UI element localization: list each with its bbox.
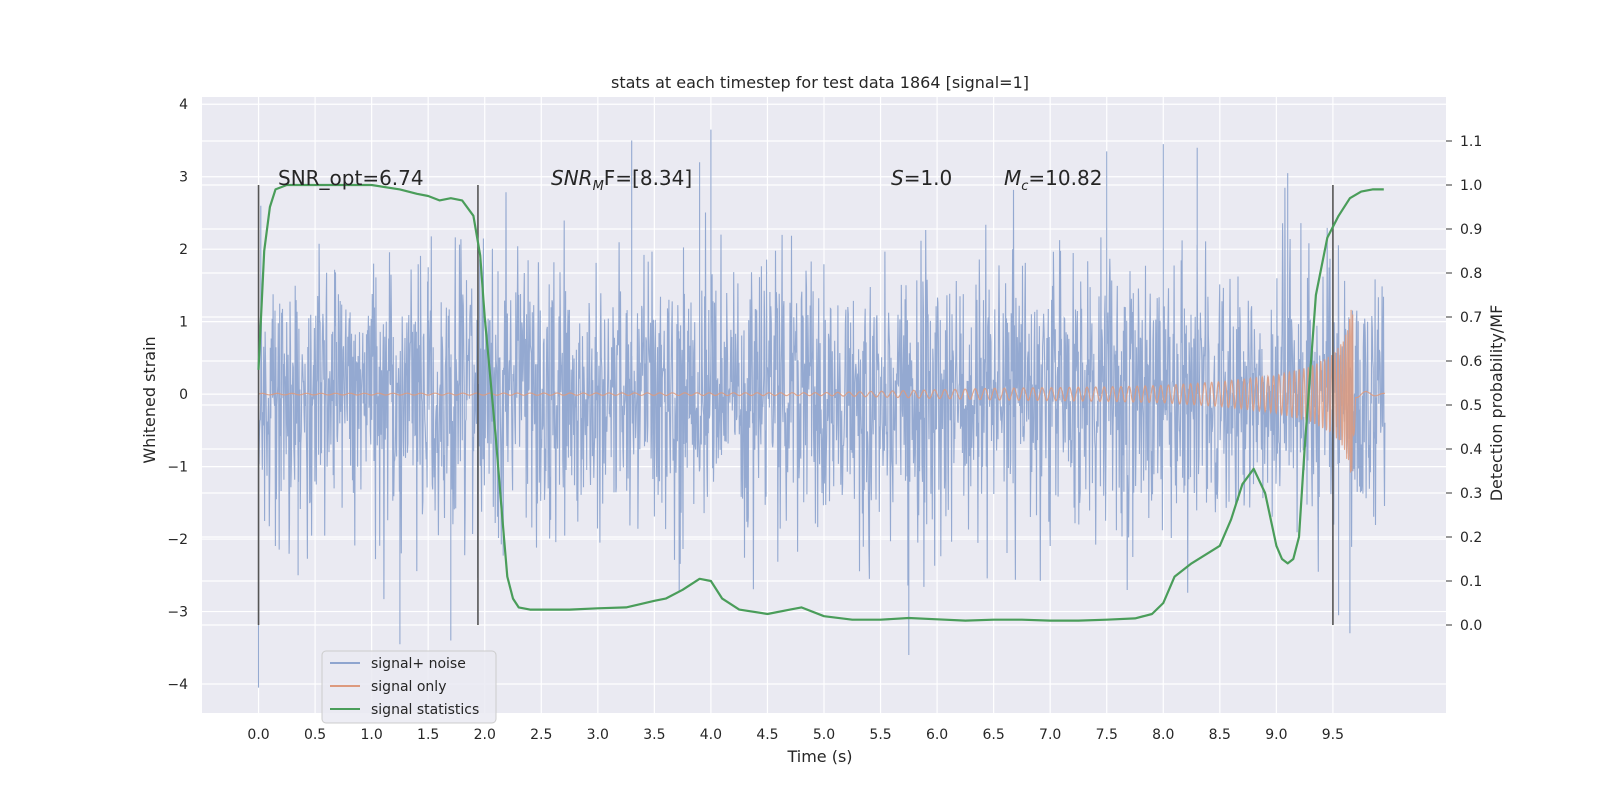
x-tick-label: 9.0	[1265, 727, 1287, 743]
x-tick-label: 4.0	[700, 727, 722, 743]
tick-labels: 0.0 0.5 1.0 1.5 2.0 2.5 3.0 3.5 4.0 4.5 5.0 5.5 6.0 6…	[167, 97, 1482, 743]
y-tick-label: −3	[167, 605, 188, 621]
x-tick-label: 5.0	[813, 727, 835, 743]
y-right-tick-label: 0.8	[1460, 266, 1482, 282]
y-tick-label: −1	[167, 460, 188, 476]
y-right-tick-label: 0.7	[1460, 310, 1482, 326]
annotation-snr-mf-main: SNR	[551, 166, 593, 190]
legend: signal+ noise signal only signal statist…	[321, 650, 497, 724]
x-tick-label: 1.5	[417, 727, 439, 743]
y-right-tick-label: 0.2	[1460, 530, 1482, 546]
y-right-tick-label: 0.9	[1460, 222, 1482, 238]
legend-entry-signal: signal only	[371, 679, 446, 695]
y-tick-label: 1	[179, 315, 188, 331]
annotation-s: S=1.0	[891, 166, 952, 190]
annotation-snr-mf-sub: M	[593, 179, 604, 194]
y-tick-label: 3	[179, 170, 188, 186]
annotation-s-rest: =1.0	[904, 166, 953, 190]
legend-box	[321, 650, 497, 724]
legend-entry-stats: signal statistics	[371, 702, 479, 718]
y-right-tick-label: 1.1	[1460, 134, 1482, 150]
x-tick-label: 3.5	[643, 727, 665, 743]
y-axis-label: Whitened strain	[140, 336, 159, 463]
x-tick-label: 7.5	[1096, 727, 1118, 743]
y-tick-label: −2	[167, 532, 188, 548]
annotation-mc: Mc=10.82	[1004, 166, 1102, 194]
x-tick-label: 5.5	[869, 727, 891, 743]
series-line-signal-only	[258, 309, 1385, 473]
annotation-mc-main: M	[1004, 166, 1021, 190]
signal-statistics-series	[257, 183, 1384, 622]
x-tick-label: 2.0	[474, 727, 496, 743]
signal-only-series	[258, 309, 1385, 473]
annotation-mc-sub: c	[1021, 179, 1028, 194]
x-tick-label: 1.0	[361, 727, 383, 743]
x-tick-label: 0.0	[247, 727, 269, 743]
y-tick-label: 2	[179, 242, 188, 258]
annotation-mc-rest: =10.82	[1028, 166, 1102, 190]
y-right-tick-label: 0.3	[1460, 486, 1482, 502]
y-right-tick-label: 0.4	[1460, 442, 1482, 458]
x-tick-label: 6.0	[926, 727, 948, 743]
x-tick-label: 2.5	[530, 727, 552, 743]
annotation-snr-mf: SNRMF=[8.34]	[551, 166, 692, 194]
annotations: SNR_opt=6.74 SNRMF=[8.34] S=1.0 Mc=10.82	[278, 166, 1102, 194]
y-right-tick-label: 0.5	[1460, 398, 1482, 414]
y-axis-right-label: Detection probability/MF	[1487, 305, 1506, 502]
x-tick-label: 0.5	[304, 727, 326, 743]
x-tick-label: 3.0	[587, 727, 609, 743]
y-right-tick-label: 1.0	[1460, 178, 1482, 194]
x-tick-label: 7.0	[1039, 727, 1061, 743]
x-tick-label: 8.5	[1209, 727, 1231, 743]
annotation-snr-opt: SNR_opt=6.74	[278, 166, 424, 190]
annotation-s-main: S	[891, 166, 904, 190]
legend-entry-noise: signal+ noise	[371, 656, 466, 672]
y-right-tick-label: 0.6	[1460, 354, 1482, 370]
series-line-signal-statistics	[257, 183, 1384, 622]
x-tick-label: 8.0	[1152, 727, 1174, 743]
vertical-markers	[257, 185, 1334, 625]
y-tick-label: 4	[179, 97, 188, 113]
x-tick-label: 9.5	[1322, 727, 1344, 743]
x-axis-label: Time (s)	[786, 747, 852, 766]
y-right-tick-label: 0.0	[1460, 618, 1482, 634]
x-tick-label: 6.5	[983, 727, 1005, 743]
y-tick-label: 0	[179, 387, 188, 403]
annotation-snr-mf-rest: F=[8.34]	[604, 166, 692, 190]
x-tick-label: 4.5	[756, 727, 778, 743]
y-tick-label: −4	[167, 677, 188, 693]
y-right-tick-label: 0.1	[1460, 574, 1482, 590]
chart-title: stats at each timestep for test data 186…	[611, 73, 1029, 92]
